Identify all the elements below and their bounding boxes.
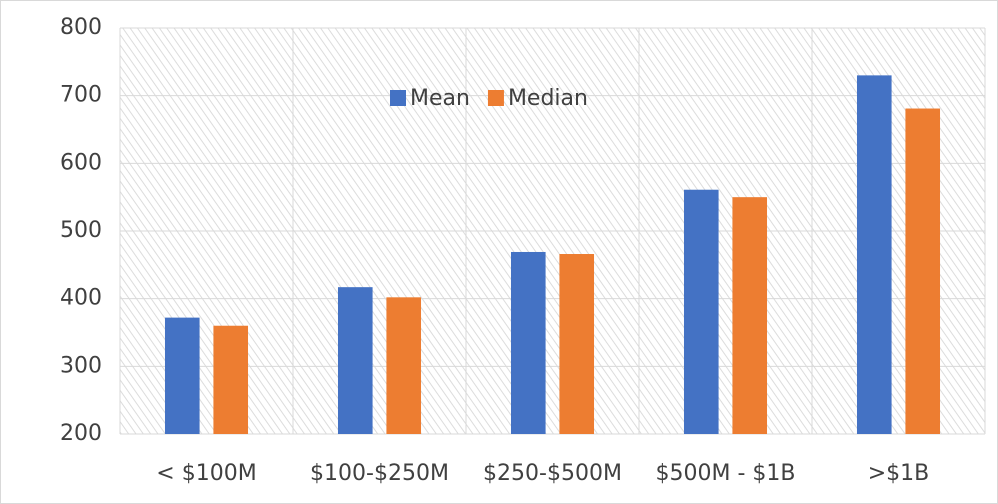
bar: [905, 108, 941, 435]
legend-swatch: [487, 90, 504, 106]
x-tick-label: $500M - $1B: [656, 461, 796, 486]
bar: [337, 287, 373, 434]
y-tick-label: 400: [60, 286, 102, 311]
x-tick-label: < $100M: [156, 461, 256, 486]
bar: [856, 75, 892, 434]
y-tick-label: 500: [60, 218, 102, 243]
y-tick-label: 200: [60, 421, 102, 446]
bar: [732, 197, 768, 434]
y-tick-label: 700: [60, 83, 102, 108]
y-tick-label: 600: [60, 150, 102, 175]
legend-label: Median: [508, 86, 588, 111]
x-tick-label: $250-$500M: [483, 461, 622, 486]
bar: [386, 297, 422, 434]
y-tick-label: 300: [60, 353, 102, 378]
legend-label: Mean: [410, 86, 470, 111]
legend-swatch: [390, 90, 406, 106]
bar: [683, 189, 719, 434]
bar: [559, 254, 595, 434]
x-tick-label: >$1B: [868, 461, 930, 486]
bar: [510, 251, 546, 434]
x-tick-label: $100-$250M: [310, 461, 449, 486]
bar: [164, 317, 200, 434]
bar: [213, 325, 249, 434]
y-tick-label: 800: [60, 15, 102, 40]
